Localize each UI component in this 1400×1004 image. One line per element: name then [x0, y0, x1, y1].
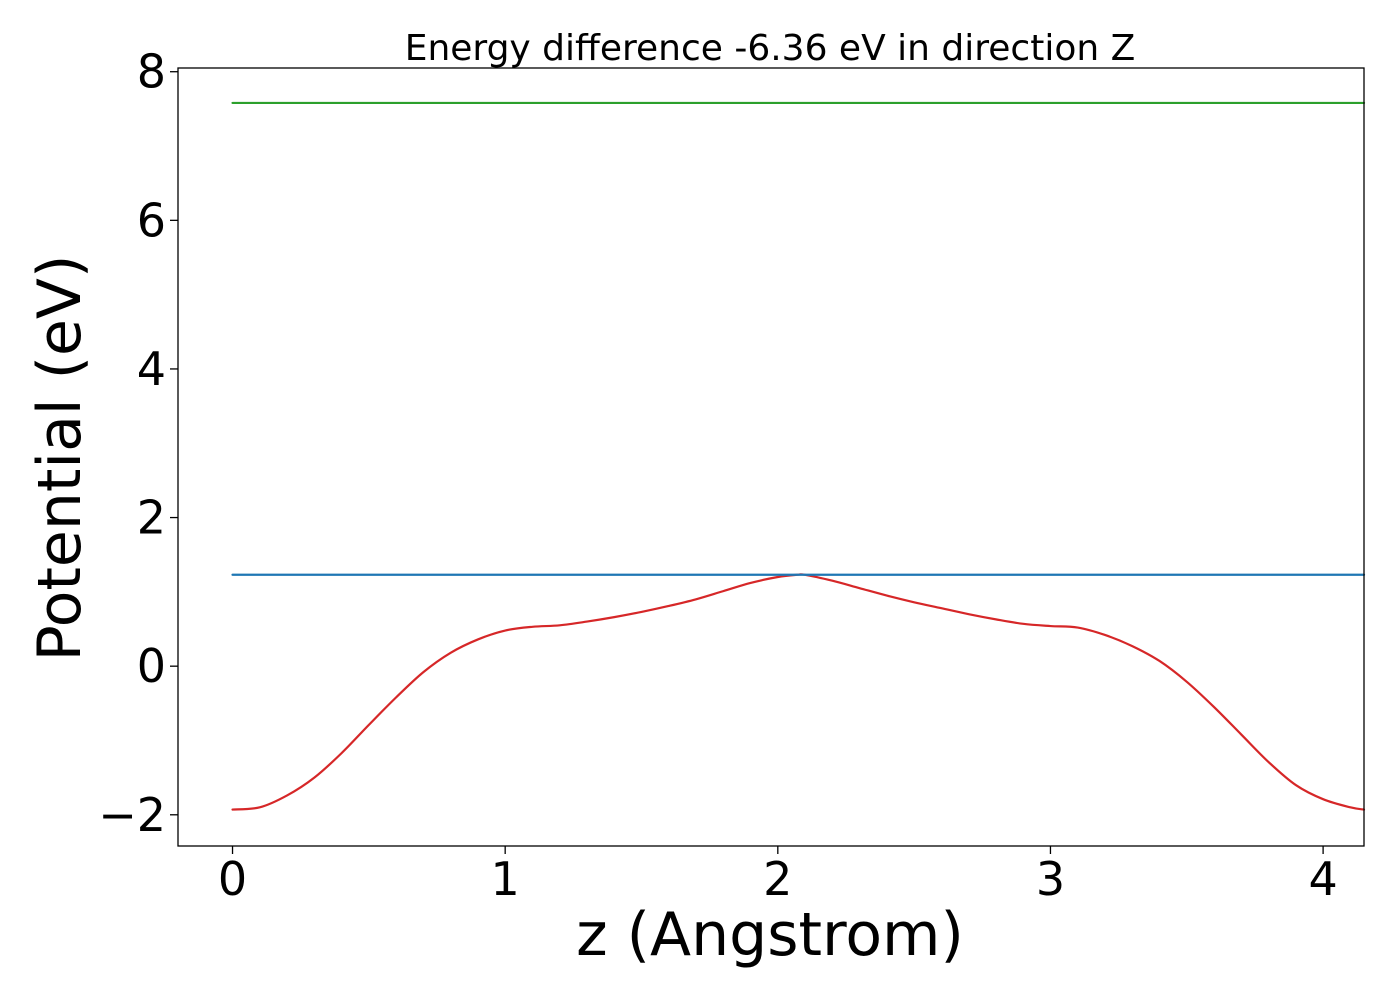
x-tick-label: 3: [1036, 852, 1065, 906]
axes-frame: [177, 67, 1365, 847]
tick-layer: 0 1 2 3 4 −2 0 2 4 6 8: [98, 45, 1338, 906]
y-axis-label: Potential (eV): [25, 255, 95, 662]
x-tick-label: 2: [763, 852, 792, 906]
y-tick-label: −2: [98, 788, 166, 842]
x-tick-label: 1: [491, 852, 520, 906]
y-tick-label: 6: [137, 193, 166, 247]
y-tick-label: 2: [137, 491, 166, 545]
x-axis-label: z (Angstrom): [576, 900, 964, 970]
series-line-1: [231, 573, 1366, 811]
y-tick-label: 8: [137, 45, 166, 99]
plot-area: [231, 101, 1366, 811]
chart-title: Energy difference -6.36 eV in direction …: [405, 28, 1136, 69]
x-tick-label: 0: [218, 852, 247, 906]
x-tick-label: 4: [1308, 852, 1337, 906]
y-tick-label: 4: [137, 342, 166, 396]
y-tick-label: 0: [137, 639, 166, 693]
